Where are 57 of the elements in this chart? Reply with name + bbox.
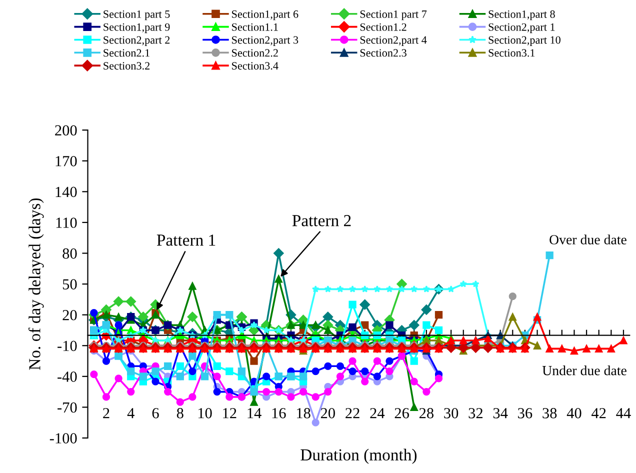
legend-label: Section2,part 10 xyxy=(488,36,560,46)
y-tick-label: 80 xyxy=(62,248,77,259)
x-tick-label: 28 xyxy=(419,408,434,418)
annotation: Pattern 1 xyxy=(156,234,216,246)
y-axis-title: No. of day delayed (days) xyxy=(28,198,44,370)
y-tick-label: 170 xyxy=(56,156,77,166)
x-tick-label: 14 xyxy=(248,408,262,418)
x-tick-label: 30 xyxy=(444,408,458,418)
legend-label: Section1 part 5 xyxy=(104,10,170,20)
x-tick-label: 6 xyxy=(152,408,159,418)
x-tick-label: 10 xyxy=(198,408,212,418)
x-tick-label: 24 xyxy=(370,408,385,418)
y-tick-label: -100 xyxy=(50,433,77,444)
legend-label: Section2,part 3 xyxy=(232,36,298,46)
y-tick-label: 110 xyxy=(56,218,77,228)
y-tick-label: -40 xyxy=(58,372,77,382)
legend-label: Section3.4 xyxy=(232,62,278,70)
x-tick-label: 44 xyxy=(616,408,631,418)
x-tick-label: 12 xyxy=(223,408,236,418)
annotation: Under due date xyxy=(542,365,626,376)
x-tick-label: 34 xyxy=(493,408,508,418)
legend-label: Section1.2 xyxy=(360,23,406,31)
x-tick-label: 40 xyxy=(566,408,582,418)
x-tick-label: 32 xyxy=(468,408,482,418)
x-tick-label: 20 xyxy=(320,408,335,418)
x-tick-label: 18 xyxy=(296,408,310,418)
legend-label: Section2,part 4 xyxy=(360,36,427,46)
legend-label: Section1,part 6 xyxy=(232,10,298,20)
y-tick-label: 20 xyxy=(62,310,77,320)
x-axis-title: Duration (month) xyxy=(300,448,417,464)
x-tick-label: 38 xyxy=(542,408,557,418)
legend-label: Section1,part 9 xyxy=(104,23,170,34)
annotation: Over due date xyxy=(550,234,626,244)
annotation: Pattern 2 xyxy=(292,215,351,226)
legend-label: Section2.2 xyxy=(232,49,278,57)
legend-label: Section2,part 2 xyxy=(104,36,170,46)
x-tick-label: 4 xyxy=(127,408,134,418)
y-tick-label: 140 xyxy=(56,186,77,198)
legend-label: Section3.1 xyxy=(488,49,535,57)
legend-label: Section1,part 8 xyxy=(488,10,555,20)
y-tick-label: 50 xyxy=(62,279,77,290)
legend-label: Section3.2 xyxy=(104,62,150,70)
x-tick-label: 26 xyxy=(394,408,409,418)
y-tick-label: 200 xyxy=(55,125,77,136)
legend-label: Section1.1 xyxy=(232,23,278,31)
x-tick-label: 36 xyxy=(518,408,532,418)
x-tick-label: 2 xyxy=(103,408,110,418)
y-tick-label: -10 xyxy=(58,340,77,352)
y-tick-label: -70 xyxy=(58,402,77,413)
x-tick-label: 16 xyxy=(272,408,286,418)
legend-label: Section2.1 xyxy=(104,49,150,57)
legend-label: Section2.3 xyxy=(360,49,406,57)
x-tick-label: 42 xyxy=(592,408,606,418)
x-tick-label: 8 xyxy=(176,408,184,418)
legend-label: Section2,part 1 xyxy=(488,23,555,34)
x-tick-label: 22 xyxy=(346,408,360,418)
legend-label: Section1 part 7 xyxy=(360,10,427,20)
